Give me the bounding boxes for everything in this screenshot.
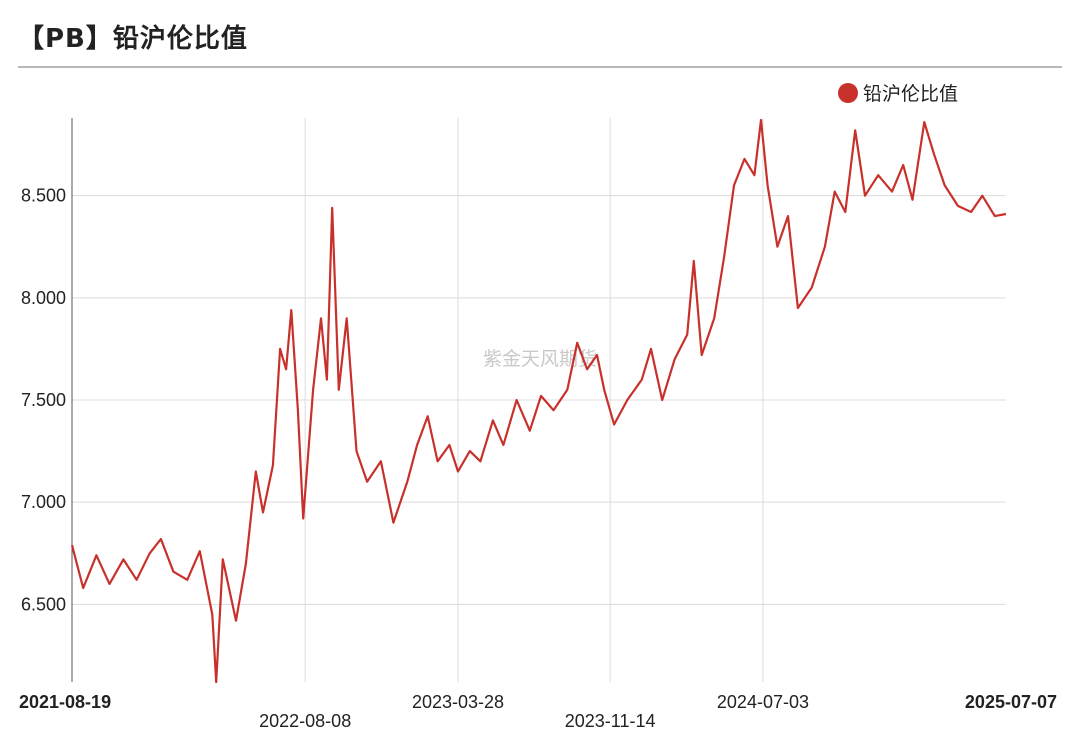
x-tick-label: 2025-07-07 xyxy=(965,692,1057,712)
x-tick-label: 2023-03-28 xyxy=(412,692,504,712)
y-tick-label: 7.000 xyxy=(21,492,66,512)
y-tick-label: 7.500 xyxy=(21,390,66,410)
y-tick-label: 8.000 xyxy=(21,288,66,308)
watermark: 紫金天风期货 xyxy=(483,348,597,370)
y-tick-label: 8.500 xyxy=(21,186,66,206)
legend-label: 铅沪伦比值 xyxy=(863,83,958,105)
series-line xyxy=(70,118,1007,684)
title-divider xyxy=(18,66,1062,68)
x-tick-label: 2021-08-19 xyxy=(19,692,111,712)
legend-marker xyxy=(838,83,858,103)
y-tick-label: 6.500 xyxy=(21,594,66,614)
x-tick-label: 2022-08-08 xyxy=(259,711,351,731)
x-tick-label: 2024-07-03 xyxy=(717,692,809,712)
chart-title: 【PB】铅沪伦比值 xyxy=(18,24,248,54)
x-tick-label: 2023-11-14 xyxy=(565,711,656,731)
